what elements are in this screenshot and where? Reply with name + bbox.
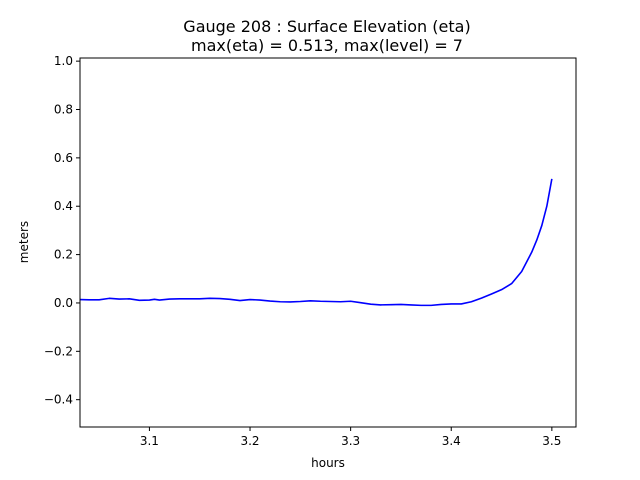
chart-title-line-1: Gauge 208 : Surface Elevation (eta) xyxy=(183,17,470,36)
y-tick-label: 0.8 xyxy=(54,103,73,117)
y-tick-label: 0.0 xyxy=(54,296,73,310)
plot-frame xyxy=(79,57,577,428)
y-tick-label: 0.4 xyxy=(54,199,73,213)
chart-title-line-2: max(eta) = 0.513, max(level) = 7 xyxy=(191,36,463,55)
x-axis-ticks: 3.1 3.2 3.3 3.4 3.5 xyxy=(140,427,561,448)
y-axis-label: meters xyxy=(17,221,31,263)
y-tick-label: −0.2 xyxy=(44,344,73,358)
y-tick-label: 0.6 xyxy=(54,151,73,165)
x-tick-label: 3.2 xyxy=(240,434,259,448)
y-tick-label: 0.2 xyxy=(54,248,73,262)
x-tick-label: 3.4 xyxy=(442,434,461,448)
series-line-eta xyxy=(79,178,553,307)
y-tick-label: −0.4 xyxy=(44,393,73,407)
x-axis-label: hours xyxy=(311,456,345,470)
x-tick-label: 3.3 xyxy=(341,434,360,448)
x-tick-label: 3.1 xyxy=(140,434,159,448)
y-tick-label: 1.0 xyxy=(54,54,73,68)
x-tick-label: 3.5 xyxy=(542,434,561,448)
y-axis-ticks: −0.4 −0.2 0.0 0.2 0.4 0.6 0.8 1.0 xyxy=(44,54,80,407)
